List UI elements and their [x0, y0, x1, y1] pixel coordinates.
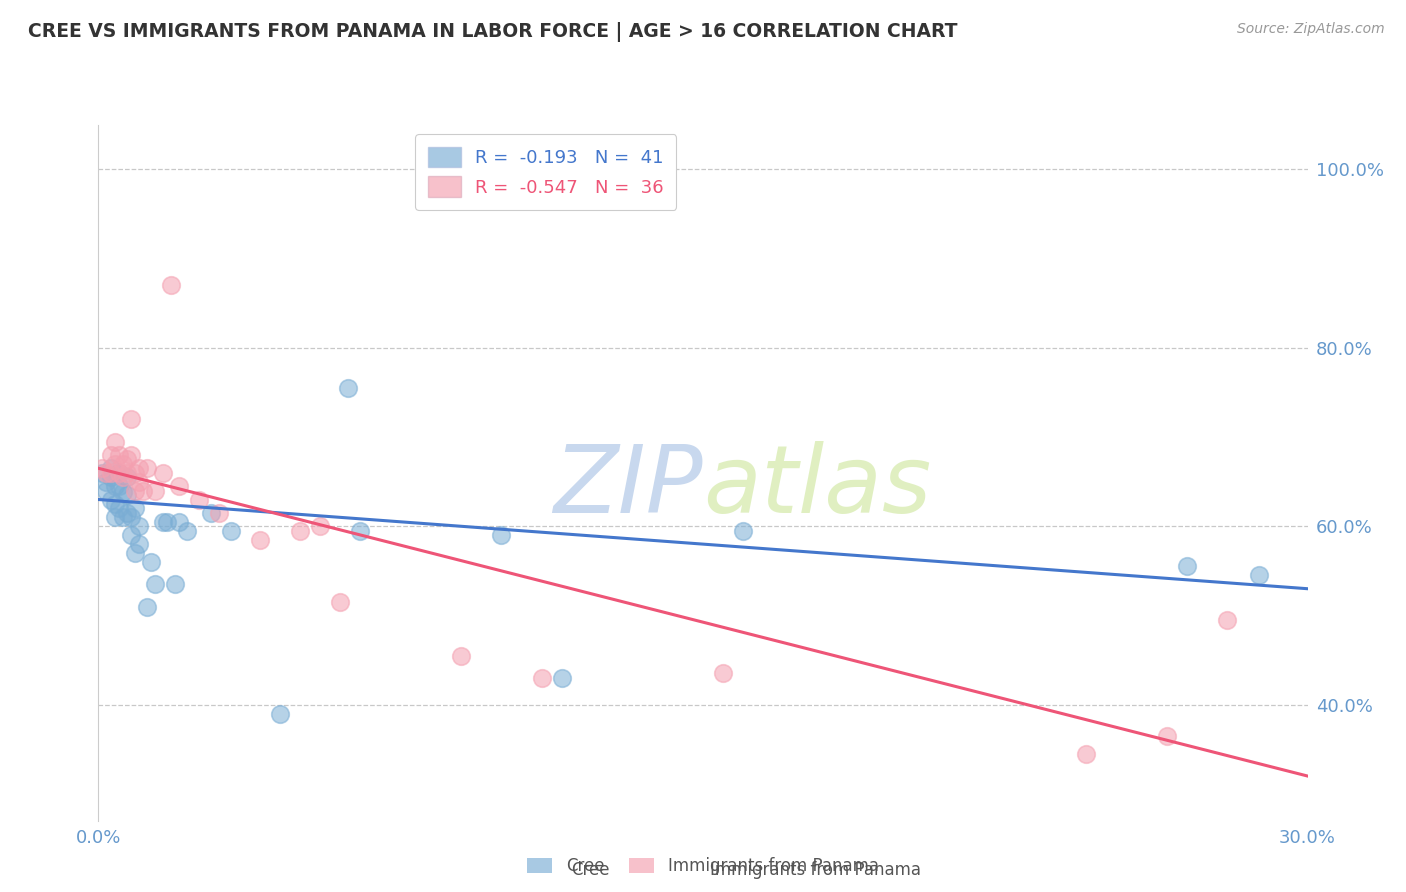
- Point: [115, 452, 138, 467]
- Point: [163, 577, 186, 591]
- Point: [100, 492, 122, 507]
- Point: [96, 466, 118, 480]
- Point: [208, 506, 231, 520]
- Legend: R =  -0.193   N =  41, R =  -0.547   N =  36: R = -0.193 N = 41, R = -0.547 N = 36: [415, 134, 676, 210]
- Point: [1156, 729, 1178, 743]
- Point: [107, 479, 129, 493]
- Point: [221, 524, 243, 538]
- Point: [103, 479, 125, 493]
- Point: [115, 506, 138, 520]
- Point: [111, 485, 134, 500]
- Point: [100, 448, 122, 462]
- Point: [100, 461, 122, 475]
- Point: [120, 412, 142, 426]
- Point: [1074, 747, 1097, 761]
- Point: [91, 466, 114, 480]
- Point: [103, 510, 125, 524]
- Point: [107, 448, 129, 462]
- Point: [288, 524, 311, 538]
- Point: [143, 483, 166, 498]
- Point: [128, 519, 150, 533]
- Point: [128, 461, 150, 475]
- Point: [124, 466, 146, 480]
- Point: [111, 470, 134, 484]
- Point: [115, 466, 138, 480]
- Point: [450, 648, 472, 663]
- Point: [269, 706, 291, 721]
- Point: [103, 434, 125, 449]
- Point: [329, 595, 352, 609]
- Point: [249, 533, 271, 547]
- Point: [115, 488, 138, 502]
- Point: [160, 278, 183, 293]
- Point: [111, 457, 134, 471]
- Point: [551, 671, 574, 685]
- Point: [309, 519, 332, 533]
- Point: [156, 515, 179, 529]
- Point: [1249, 568, 1271, 582]
- Point: [107, 466, 129, 480]
- Point: [188, 492, 211, 507]
- Point: [135, 461, 157, 475]
- Text: Source: ZipAtlas.com: Source: ZipAtlas.com: [1237, 22, 1385, 37]
- Point: [107, 466, 129, 480]
- Point: [132, 483, 155, 498]
- Point: [111, 510, 134, 524]
- Text: CREE VS IMMIGRANTS FROM PANAMA IN LABOR FORCE | AGE > 16 CORRELATION CHART: CREE VS IMMIGRANTS FROM PANAMA IN LABOR …: [28, 22, 957, 42]
- Point: [103, 497, 125, 511]
- Point: [167, 479, 190, 493]
- Point: [128, 475, 150, 489]
- Point: [176, 524, 198, 538]
- Point: [711, 666, 734, 681]
- Point: [733, 524, 755, 538]
- Text: Cree: Cree: [571, 861, 610, 879]
- Point: [337, 381, 360, 395]
- Point: [124, 483, 146, 498]
- Point: [152, 466, 174, 480]
- Point: [124, 546, 146, 560]
- Point: [115, 470, 138, 484]
- Point: [530, 671, 553, 685]
- Point: [107, 501, 129, 516]
- Point: [103, 457, 125, 471]
- Point: [349, 524, 371, 538]
- Text: atlas: atlas: [703, 442, 931, 533]
- Point: [120, 510, 142, 524]
- Point: [1216, 613, 1239, 627]
- Point: [135, 599, 157, 614]
- Point: [167, 515, 190, 529]
- Point: [120, 448, 142, 462]
- Point: [128, 537, 150, 551]
- Point: [491, 528, 513, 542]
- Point: [200, 506, 222, 520]
- Point: [100, 466, 122, 480]
- Point: [100, 470, 122, 484]
- Point: [152, 515, 174, 529]
- Point: [143, 577, 166, 591]
- Point: [96, 475, 118, 489]
- Legend: Cree, Immigrants from Panama: Cree, Immigrants from Panama: [519, 849, 887, 884]
- Point: [1175, 559, 1198, 574]
- Point: [124, 501, 146, 516]
- Text: ZIP: ZIP: [554, 442, 703, 533]
- Point: [96, 483, 118, 498]
- Text: Immigrants from Panama: Immigrants from Panama: [710, 861, 921, 879]
- Point: [139, 555, 162, 569]
- Point: [120, 528, 142, 542]
- Point: [91, 461, 114, 475]
